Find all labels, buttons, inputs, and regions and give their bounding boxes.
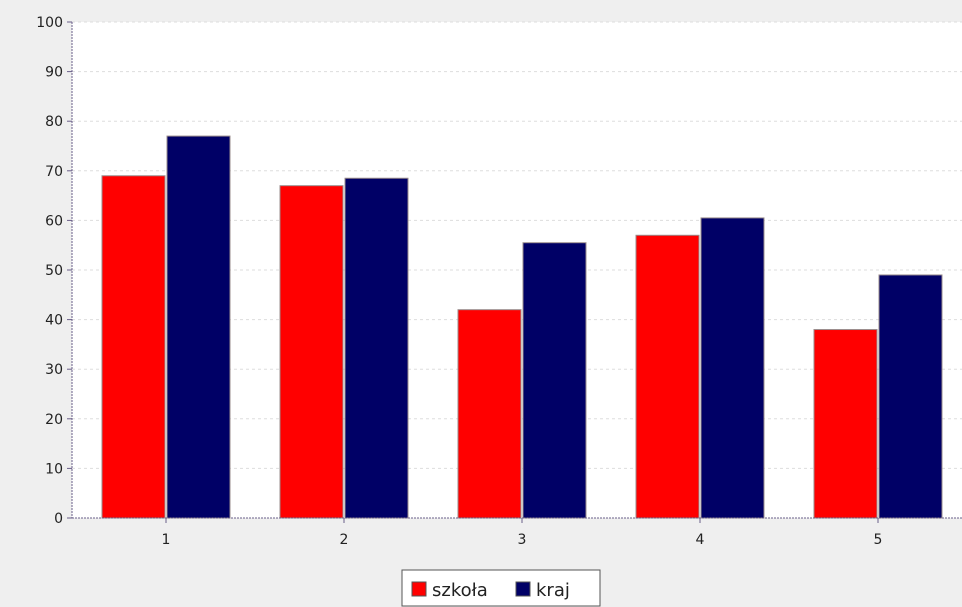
bars bbox=[101, 135, 943, 519]
bar-series2-5 bbox=[878, 274, 943, 519]
x-tick-label: 3 bbox=[518, 532, 527, 548]
legend-label: szkoła bbox=[432, 580, 488, 601]
x-tick-label: 5 bbox=[874, 532, 883, 548]
y-tick-label: 20 bbox=[45, 412, 63, 428]
legend-swatch bbox=[411, 581, 427, 597]
bar-series1-2 bbox=[279, 185, 344, 519]
y-tick-label: 90 bbox=[45, 65, 63, 81]
legend-label: kraj bbox=[536, 580, 570, 601]
bar-series2-2 bbox=[344, 177, 409, 519]
legend-box bbox=[401, 569, 601, 607]
y-tick-label: 60 bbox=[45, 213, 63, 229]
bar-series2-3 bbox=[522, 242, 587, 519]
bar-series1-1 bbox=[101, 175, 166, 519]
y-tick-label: 10 bbox=[45, 461, 63, 477]
y-tick-label: 0 bbox=[54, 511, 63, 527]
x-tick-label: 2 bbox=[340, 532, 349, 548]
bar-series2-4 bbox=[700, 217, 765, 519]
legend: szkoła kraj bbox=[401, 569, 601, 607]
y-tick-labels: 0 10 20 30 40 50 60 70 80 90 100 bbox=[36, 15, 63, 527]
bar-series1-5 bbox=[813, 329, 878, 519]
y-tick-label: 40 bbox=[45, 313, 63, 329]
y-tick-label: 50 bbox=[45, 263, 63, 279]
x-tick-label: 4 bbox=[696, 532, 705, 548]
y-tick-label: 100 bbox=[36, 15, 63, 31]
x-tick-labels: 1 2 3 4 5 bbox=[162, 532, 883, 548]
bar-series1-3 bbox=[457, 309, 522, 519]
legend-swatch bbox=[515, 581, 531, 597]
x-tick-label: 1 bbox=[162, 532, 171, 548]
bar-series2-1 bbox=[166, 135, 231, 519]
y-tick-label: 70 bbox=[45, 164, 63, 180]
y-tick-label: 30 bbox=[45, 362, 63, 378]
axes bbox=[67, 21, 962, 523]
bar-series1-4 bbox=[635, 234, 700, 519]
y-tick-label: 80 bbox=[45, 114, 63, 130]
